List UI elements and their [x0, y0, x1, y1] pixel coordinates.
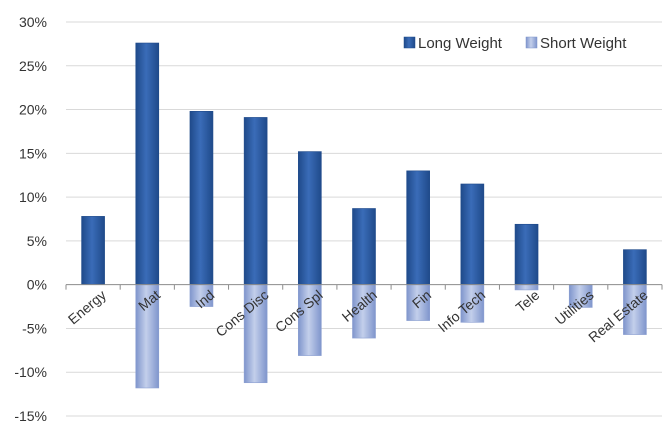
- bar-long-cons-spl: [298, 151, 322, 285]
- y-tick-label: 5%: [27, 233, 47, 249]
- zero-axis: [65, 284, 663, 290]
- legend-swatch-short-weight: [525, 36, 538, 49]
- y-tick-label: 0%: [27, 277, 47, 293]
- category-label: Tele: [513, 287, 543, 316]
- bar-long-cons-disc: [243, 117, 268, 285]
- y-tick-label: 10%: [19, 189, 47, 205]
- bar-long-energy: [81, 216, 105, 285]
- bar-long-info-tech: [460, 183, 485, 285]
- y-tick-label: 15%: [19, 145, 47, 161]
- gridlines: [66, 21, 662, 417]
- bar-long-health: [352, 208, 376, 285]
- legend: Long Weight Short Weight: [403, 35, 627, 52]
- bar-long-mat: [135, 42, 160, 285]
- legend-swatch-long-weight: [403, 36, 416, 49]
- bar-long-real-estate: [623, 249, 647, 285]
- y-tick-label: -15%: [14, 408, 47, 421]
- y-tick-label: -10%: [14, 364, 47, 380]
- y-tick-label: 25%: [19, 58, 47, 74]
- bar-long-fin: [406, 170, 430, 285]
- bars: [81, 42, 647, 389]
- legend-label-long-weight: Long Weight: [418, 35, 503, 52]
- bar-short-tele: [514, 284, 539, 291]
- y-tick-label: -5%: [22, 320, 47, 336]
- y-tick-label: 20%: [19, 102, 47, 118]
- y-tick-label: 30%: [19, 14, 47, 30]
- y-axis-tick-labels: -15% -10% -5% 0% 5% 10% 15% 20% 25% 30%: [14, 14, 47, 421]
- bar-long-ind: [189, 111, 214, 285]
- legend-label-short-weight: Short Weight: [540, 35, 627, 52]
- bar-long-tele: [514, 223, 539, 285]
- category-label: Energy: [65, 287, 109, 328]
